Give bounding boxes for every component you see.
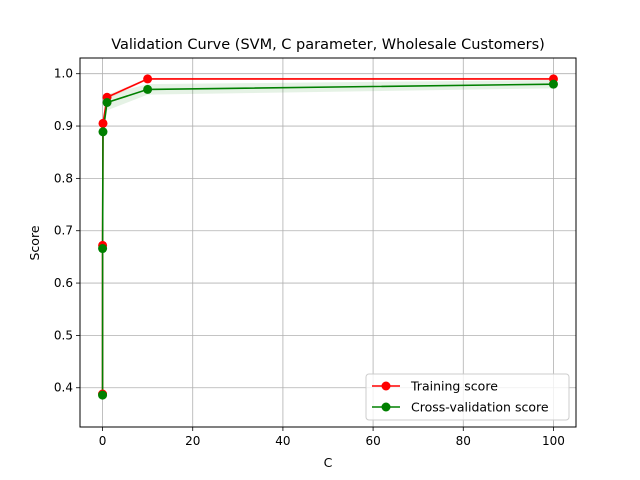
data-point xyxy=(98,390,108,400)
legend-label-training: Training score xyxy=(410,379,498,394)
data-point xyxy=(548,79,558,89)
y-tick-label: 0.8 xyxy=(54,171,73,185)
data-point xyxy=(102,97,112,107)
data-point xyxy=(98,244,108,254)
x-tick-label: 100 xyxy=(542,434,565,448)
legend-label-cv: Cross-validation score xyxy=(411,400,549,415)
x-tick-label: 80 xyxy=(456,434,471,448)
series-line-1 xyxy=(101,83,554,396)
y-tick-label: 0.9 xyxy=(54,119,73,133)
x-tick-label: 60 xyxy=(365,434,380,448)
data-point xyxy=(98,118,108,128)
x-axis-ticks: 0 20 40 60 80 100 xyxy=(99,427,565,448)
x-axis-label: C xyxy=(324,455,333,470)
x-tick-label: 40 xyxy=(275,434,290,448)
plot-frame xyxy=(79,57,577,428)
chart-title: Validation Curve (SVM, C parameter, Whol… xyxy=(111,37,545,53)
plot-background xyxy=(80,58,576,427)
plot-area xyxy=(79,57,577,428)
data-point xyxy=(143,84,153,94)
legend: Training score Cross-validation score xyxy=(365,373,570,421)
data-point xyxy=(98,127,108,137)
x-tick-label: 20 xyxy=(185,434,200,448)
legend-marker-cv xyxy=(381,402,391,412)
y-tick-label: 0.5 xyxy=(54,328,73,342)
series-points xyxy=(98,74,558,400)
y-tick-label: 0.7 xyxy=(54,224,73,238)
legend-marker-training xyxy=(381,381,391,391)
y-axis-label: Score xyxy=(27,225,42,260)
legend-box xyxy=(365,373,570,421)
y-tick-label: 1.0 xyxy=(54,67,73,81)
y-tick-label: 0.4 xyxy=(54,381,73,395)
data-point xyxy=(143,74,153,84)
y-tick-label: 0.6 xyxy=(54,276,73,290)
series-lines xyxy=(101,78,554,396)
x-tick-label: 0 xyxy=(99,434,107,448)
grid-lines xyxy=(80,58,576,427)
y-axis-ticks: 0.4 0.5 0.6 0.7 0.8 0.9 1.0 xyxy=(54,67,80,395)
